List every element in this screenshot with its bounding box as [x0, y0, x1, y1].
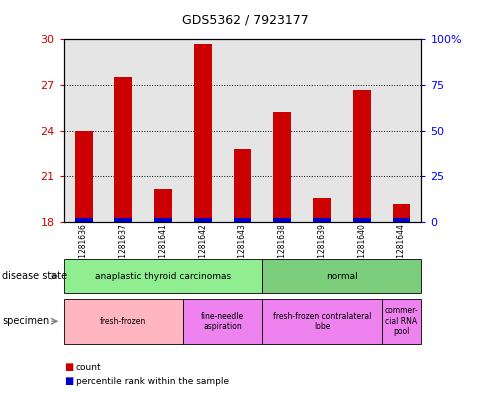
Text: fresh-frozen contralateral
lobe: fresh-frozen contralateral lobe	[273, 312, 371, 331]
Bar	[234, 149, 251, 222]
Text: normal: normal	[326, 272, 358, 281]
Bar	[273, 218, 291, 222]
Bar	[382, 39, 421, 222]
Bar	[103, 39, 143, 222]
Bar	[183, 39, 222, 222]
Bar	[154, 218, 172, 222]
Text: commer-
cial RNA
pool: commer- cial RNA pool	[385, 307, 418, 336]
Bar	[313, 218, 331, 222]
Bar	[263, 39, 302, 222]
Bar	[74, 130, 93, 222]
Text: percentile rank within the sample: percentile rank within the sample	[76, 377, 229, 386]
Bar	[114, 77, 132, 222]
Text: ■: ■	[64, 376, 73, 386]
Bar	[234, 218, 251, 222]
Bar	[114, 218, 132, 222]
Bar	[194, 218, 212, 222]
Text: specimen: specimen	[2, 316, 49, 326]
Bar	[392, 204, 411, 222]
Bar	[194, 44, 212, 222]
Text: ■: ■	[64, 362, 73, 373]
Bar	[273, 112, 291, 222]
Bar	[342, 39, 382, 222]
Bar	[143, 39, 183, 222]
Bar	[154, 189, 172, 222]
Bar	[222, 39, 263, 222]
Text: anaplastic thyroid carcinomas: anaplastic thyroid carcinomas	[95, 272, 231, 281]
Text: fresh-frozen: fresh-frozen	[100, 317, 147, 326]
Bar	[353, 218, 371, 222]
Text: count: count	[76, 363, 101, 372]
Text: fine-needle
aspiration: fine-needle aspiration	[201, 312, 244, 331]
Text: disease state: disease state	[2, 271, 68, 281]
Bar	[392, 218, 411, 222]
Bar	[64, 39, 103, 222]
Text: GDS5362 / 7923177: GDS5362 / 7923177	[182, 14, 308, 27]
Bar	[353, 90, 371, 222]
Bar	[302, 39, 342, 222]
Bar	[74, 218, 93, 222]
Bar	[313, 198, 331, 222]
